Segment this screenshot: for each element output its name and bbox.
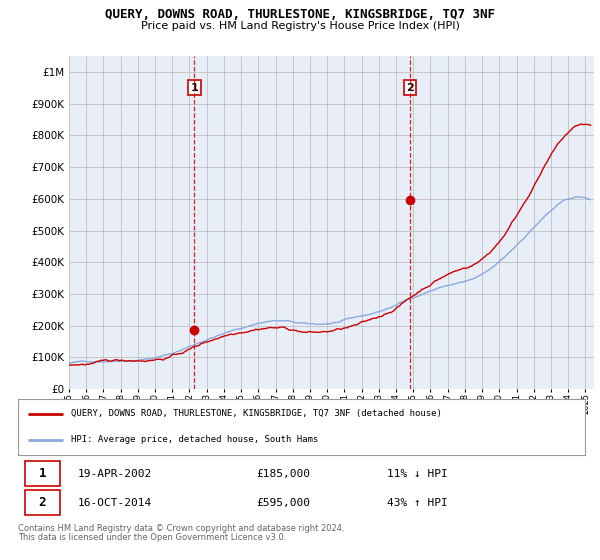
Text: £185,000: £185,000 (256, 469, 310, 479)
Text: 1: 1 (191, 83, 199, 92)
Text: £595,000: £595,000 (256, 498, 310, 508)
Text: 43% ↑ HPI: 43% ↑ HPI (386, 498, 448, 508)
Text: 1: 1 (38, 468, 46, 480)
Text: 19-APR-2002: 19-APR-2002 (77, 469, 152, 479)
Text: QUERY, DOWNS ROAD, THURLESTONE, KINGSBRIDGE, TQ7 3NF (detached house): QUERY, DOWNS ROAD, THURLESTONE, KINGSBRI… (71, 409, 442, 418)
Text: QUERY, DOWNS ROAD, THURLESTONE, KINGSBRIDGE, TQ7 3NF: QUERY, DOWNS ROAD, THURLESTONE, KINGSBRI… (105, 8, 495, 21)
Text: HPI: Average price, detached house, South Hams: HPI: Average price, detached house, Sout… (71, 435, 318, 444)
Text: Price paid vs. HM Land Registry's House Price Index (HPI): Price paid vs. HM Land Registry's House … (140, 21, 460, 31)
Text: 16-OCT-2014: 16-OCT-2014 (77, 498, 152, 508)
Text: This data is licensed under the Open Government Licence v3.0.: This data is licensed under the Open Gov… (18, 533, 286, 542)
Text: Contains HM Land Registry data © Crown copyright and database right 2024.: Contains HM Land Registry data © Crown c… (18, 524, 344, 533)
Text: 2: 2 (406, 83, 413, 92)
FancyBboxPatch shape (25, 461, 60, 487)
FancyBboxPatch shape (25, 490, 60, 515)
Text: 11% ↓ HPI: 11% ↓ HPI (386, 469, 448, 479)
Text: 2: 2 (38, 496, 46, 509)
